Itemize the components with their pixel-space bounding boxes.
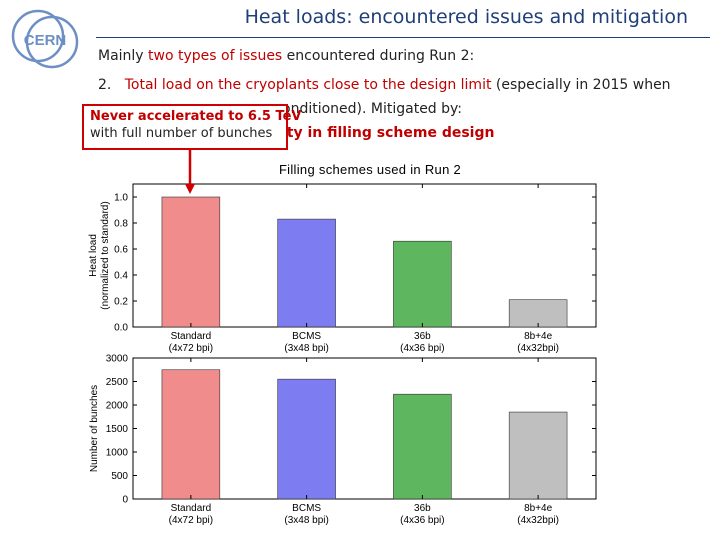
bar-8b-4e [508, 411, 568, 500]
callout-box: Never accelerated to 6.5 TeV with full n… [82, 104, 302, 150]
y-tick-label: 2000 [106, 401, 129, 412]
cern-logo-text: CERN [24, 32, 67, 49]
y-tick-label: 3000 [106, 354, 129, 365]
chart-title: Filling schemes used in Run 2 [278, 162, 462, 177]
bar-standard [161, 369, 221, 500]
bullet-highlight: Total load on the cryoplants close to th… [124, 77, 492, 93]
x-tick-label: Standard [171, 503, 212, 514]
y-tick-label: 0.0 [114, 323, 128, 334]
x-tick-label: 8b+4e [524, 503, 553, 514]
bullet-post: (especially in 2015 when [491, 77, 671, 93]
bullet-number: 2. [98, 77, 112, 93]
y-tick-label: 0.2 [114, 297, 128, 308]
bar-8b-4e [508, 299, 568, 328]
y-axis-label: (normalized to standard) [100, 201, 111, 309]
bar-36b [393, 393, 452, 500]
y-tick-label: 1500 [106, 424, 129, 435]
bunches-chart: Standard(4x72 bpi) BCMS(3x48 bpi) 36b(4x36… [89, 354, 597, 526]
y-tick-label: 1.0 [114, 193, 128, 204]
x-tick-label: Standard [171, 331, 212, 342]
bar-standard [161, 196, 221, 328]
y-tick-label: 0.4 [114, 271, 128, 282]
x-tick-label: BCMS [292, 331, 321, 342]
x-tick-sublabel: (4x32bpi) [517, 515, 559, 526]
x-tick-sublabel: (4x72 bpi) [169, 343, 213, 354]
bullet-item-2: 2. Total load on the cryoplants close to… [98, 77, 671, 93]
bullet-line-2: onditioned). Mitigated by: [282, 101, 463, 117]
plot-frame [132, 183, 597, 328]
bullet-line-3: ity in filling scheme design [282, 125, 495, 141]
y-axis-label: Heat load [88, 234, 99, 277]
y-tick-label: 1000 [106, 448, 129, 459]
intro-pre: Mainly [98, 48, 149, 64]
x-tick-sublabel: (4x36 bpi) [400, 343, 444, 354]
y-tick-label: 2500 [106, 377, 129, 388]
x-tick-label: 36b [414, 503, 431, 514]
intro-post: encountered during Run 2: [282, 48, 475, 64]
x-tick-label: 8b+4e [524, 331, 553, 342]
y-tick-label: 0 [122, 495, 128, 506]
cern-logo: CERN [11, 9, 79, 69]
y-tick-label: 500 [111, 471, 128, 482]
bar-bcms [277, 378, 336, 500]
intro-highlight: two types of issues [148, 48, 283, 64]
bar-bcms [277, 218, 336, 328]
slide-title: Heat loads: encountered issues and mitig… [244, 6, 688, 28]
x-tick-label: 36b [414, 331, 431, 342]
title-divider [96, 37, 710, 38]
heat-load-chart: Standard(4x72 bpi) BCMS(3x48 bpi) 36b(4x36… [88, 183, 597, 354]
x-tick-sublabel: (3x48 bpi) [284, 343, 328, 354]
x-tick-label: BCMS [292, 503, 321, 514]
y-tick-label: 0.6 [114, 245, 128, 256]
y-tick-label: 0.8 [114, 219, 128, 230]
x-tick-sublabel: (3x48 bpi) [284, 515, 328, 526]
intro-line: Mainly two types of issues encountered d… [98, 48, 474, 64]
x-tick-sublabel: (4x32bpi) [517, 343, 559, 354]
x-tick-sublabel: (4x72 bpi) [169, 515, 213, 526]
callout-line-2: with full number of bunches [90, 126, 273, 141]
x-tick-sublabel: (4x36 bpi) [400, 515, 444, 526]
callout-line-1: Never accelerated to 6.5 TeV [90, 109, 302, 124]
bar-36b [393, 240, 452, 328]
y-axis-label: Number of bunches [89, 385, 100, 472]
